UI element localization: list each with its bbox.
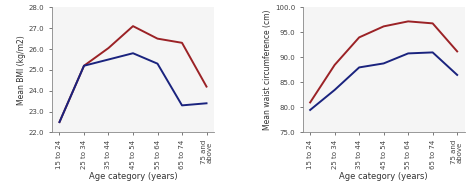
X-axis label: Age category (years): Age category (years) [89, 172, 177, 181]
Y-axis label: Mean BMI (kg/m2): Mean BMI (kg/m2) [17, 35, 26, 105]
Y-axis label: Mean waist circumference (cm): Mean waist circumference (cm) [263, 10, 272, 130]
X-axis label: Age category (years): Age category (years) [339, 172, 428, 181]
